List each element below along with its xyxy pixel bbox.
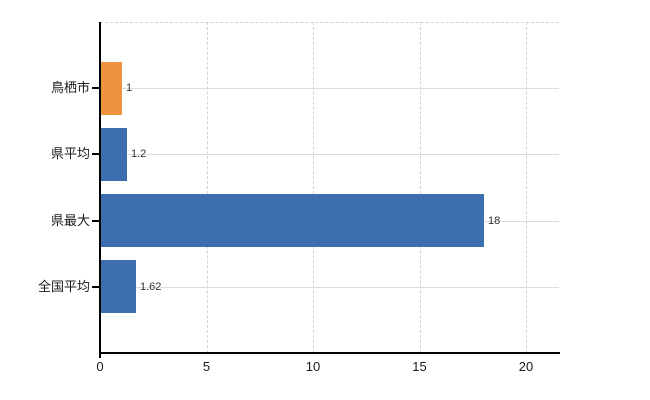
category-tick-mark	[92, 87, 100, 90]
x-gridline	[313, 22, 314, 353]
bar	[101, 260, 136, 314]
bar-value-label: 18	[488, 214, 501, 227]
category-tick-mark	[92, 153, 100, 156]
category-tick-mark	[92, 219, 100, 222]
bar-value-label: 1.2	[131, 148, 147, 161]
y-axis-category-label: 全国平均	[37, 278, 90, 294]
x-axis-tick-label: 10	[305, 359, 321, 374]
x-gridline	[206, 22, 208, 353]
x-gridline	[526, 22, 527, 353]
category-tick-mark	[92, 285, 100, 288]
bar-value-label: 1.62	[140, 280, 162, 293]
category-gridline	[100, 286, 559, 288]
y-axis-category-label: 県最大	[50, 212, 90, 228]
y-axis-category-label: 鳥栖市	[50, 80, 90, 96]
x-gridline	[419, 22, 421, 353]
category-gridline	[100, 154, 559, 156]
x-axis-tick-label: 20	[518, 359, 534, 374]
bar	[101, 194, 484, 248]
bar-value-label: 1	[126, 82, 133, 95]
y-axis-category-label: 県平均	[50, 146, 90, 162]
x-axis-line	[99, 352, 560, 354]
plot-top-border	[100, 22, 559, 23]
bar	[101, 61, 122, 115]
category-gridline	[100, 88, 559, 90]
x-axis-tick-label: 15	[412, 359, 427, 374]
x-axis-tick-label: 0	[96, 359, 104, 374]
y-axis-line	[99, 22, 101, 358]
x-axis-tick-label: 5	[202, 359, 211, 374]
bar	[101, 127, 127, 181]
